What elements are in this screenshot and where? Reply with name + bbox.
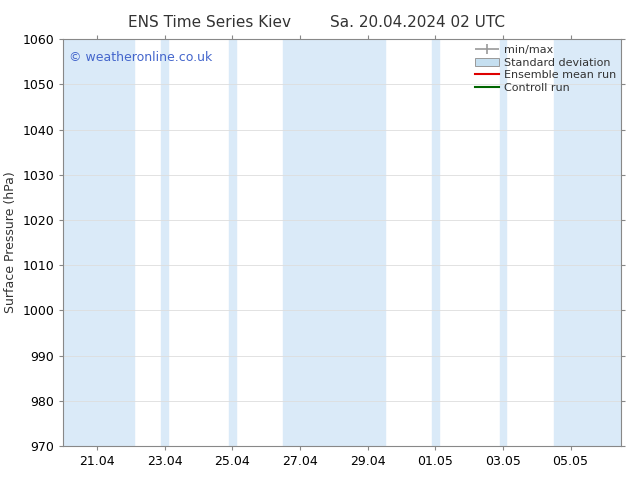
Bar xyxy=(567,39,574,446)
Bar xyxy=(94,39,101,446)
Bar xyxy=(365,39,371,446)
Bar xyxy=(553,39,621,446)
Bar xyxy=(229,39,236,446)
Bar xyxy=(283,39,385,446)
Text: © weatheronline.co.uk: © weatheronline.co.uk xyxy=(69,51,212,64)
Y-axis label: Surface Pressure (hPa): Surface Pressure (hPa) xyxy=(4,172,17,314)
Bar xyxy=(63,39,134,446)
Legend: min/max, Standard deviation, Ensemble mean run, Controll run: min/max, Standard deviation, Ensemble me… xyxy=(472,43,618,96)
Text: ENS Time Series Kiev        Sa. 20.04.2024 02 UTC: ENS Time Series Kiev Sa. 20.04.2024 02 U… xyxy=(129,15,505,30)
Bar xyxy=(500,39,507,446)
Bar xyxy=(432,39,439,446)
Bar xyxy=(162,39,168,446)
Bar xyxy=(297,39,304,446)
